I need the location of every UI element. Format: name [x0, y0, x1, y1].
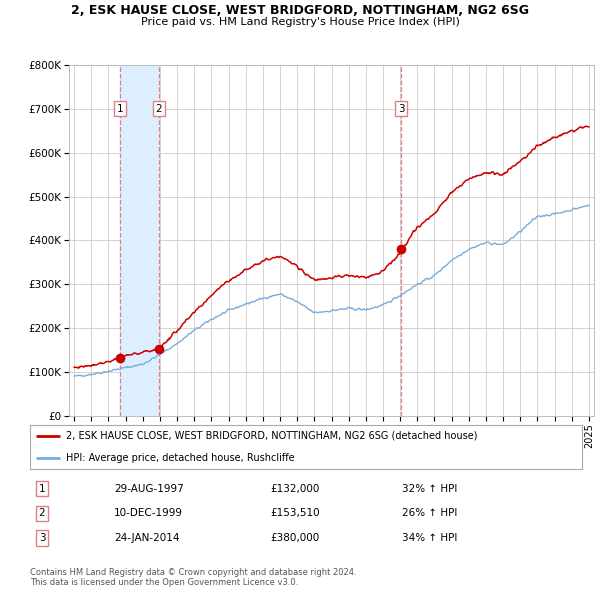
Text: 2, ESK HAUSE CLOSE, WEST BRIDGFORD, NOTTINGHAM, NG2 6SG: 2, ESK HAUSE CLOSE, WEST BRIDGFORD, NOTT… [71, 4, 529, 17]
Text: 3: 3 [398, 104, 404, 114]
Text: 2: 2 [155, 104, 162, 114]
Text: £153,510: £153,510 [270, 509, 320, 518]
Text: HPI: Average price, detached house, Rushcliffe: HPI: Average price, detached house, Rush… [66, 453, 295, 463]
Text: Contains HM Land Registry data © Crown copyright and database right 2024.: Contains HM Land Registry data © Crown c… [30, 568, 356, 576]
Text: 3: 3 [38, 533, 46, 543]
Text: £132,000: £132,000 [270, 484, 319, 493]
Text: 10-DEC-1999: 10-DEC-1999 [114, 509, 183, 518]
Text: 1: 1 [116, 104, 123, 114]
Text: 2: 2 [38, 509, 46, 518]
Text: 2, ESK HAUSE CLOSE, WEST BRIDGFORD, NOTTINGHAM, NG2 6SG (detached house): 2, ESK HAUSE CLOSE, WEST BRIDGFORD, NOTT… [66, 431, 478, 441]
Text: 29-AUG-1997: 29-AUG-1997 [114, 484, 184, 493]
Text: Price paid vs. HM Land Registry's House Price Index (HPI): Price paid vs. HM Land Registry's House … [140, 17, 460, 27]
Text: 26% ↑ HPI: 26% ↑ HPI [402, 509, 457, 518]
Text: 34% ↑ HPI: 34% ↑ HPI [402, 533, 457, 543]
Bar [120, 65, 159, 416]
Text: 1: 1 [38, 484, 46, 493]
Text: This data is licensed under the Open Government Licence v3.0.: This data is licensed under the Open Gov… [30, 578, 298, 587]
Text: 32% ↑ HPI: 32% ↑ HPI [402, 484, 457, 493]
Text: £380,000: £380,000 [270, 533, 319, 543]
Text: 24-JAN-2014: 24-JAN-2014 [114, 533, 179, 543]
